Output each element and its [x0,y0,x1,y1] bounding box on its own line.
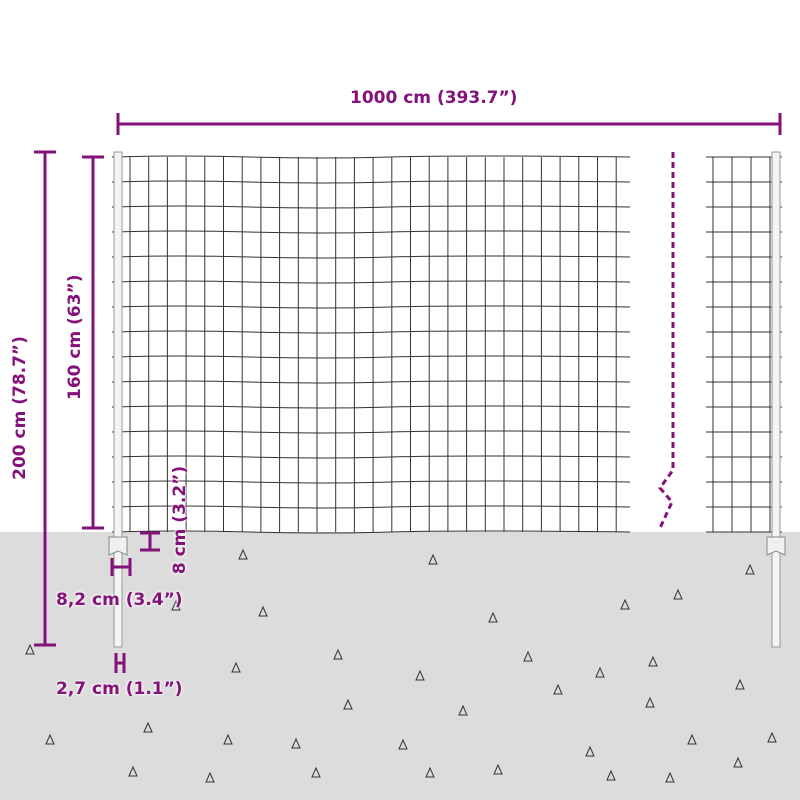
pebble [311,766,321,778]
horizontal-wire [111,330,631,334]
pebble [493,763,503,775]
bracket-width-label: 8,2 cm (3.4”) [56,590,183,610]
pebble [735,678,745,690]
pebble [238,548,248,560]
horizontal-wire [111,530,631,534]
post [113,151,123,648]
pebble [488,611,498,623]
horizontal-wire [111,305,631,309]
pebble [428,553,438,565]
pebble [745,563,755,575]
length-dimension-line [116,113,782,135]
horizontal-wire [111,455,631,459]
pebble [231,661,241,673]
total-height-dimension-line [34,150,56,647]
pebble [523,650,533,662]
horizontal-wire [111,355,631,359]
pebble [343,698,353,710]
pebble [25,643,35,655]
pebble [223,733,233,745]
post-width-dimension-line [114,653,126,673]
pebble [595,666,605,678]
total-height-label: 200 cm (78.7”) [10,336,30,480]
length-label: 1000 cm (393.7”) [350,88,518,108]
pebble [553,683,563,695]
bracket-width-dimension-line [110,558,132,576]
mesh-height-label: 160 cm (63”) [65,274,85,400]
pebble [665,771,675,783]
horizontal-wire [111,230,631,234]
horizontal-wire [111,480,631,484]
pebble [291,737,301,749]
pebble [585,745,595,757]
pebble [415,669,425,681]
horizontal-wire [111,280,631,284]
horizontal-wire [111,380,631,384]
ground-clearance-label: 8 cm (3.2”) [170,465,190,575]
pebble [733,756,743,768]
post [771,151,781,648]
pebble [645,696,655,708]
pebble [45,733,55,745]
pebble [128,765,138,777]
pebble [258,605,268,617]
horizontal-wire [111,180,631,184]
horizontal-wire [111,255,631,259]
pebble [171,599,181,611]
mesh-height-dimension-line [82,155,104,530]
pebble [673,588,683,600]
horizontal-wire [111,405,631,409]
ground [0,532,800,800]
clearance-dimension-line [140,531,160,552]
pebble [767,731,777,743]
ground-bracket [766,536,786,556]
horizontal-wire [111,430,631,434]
pebble [606,769,616,781]
pebble [458,704,468,716]
pebble [398,738,408,750]
pebble [425,766,435,778]
horizontal-wire [111,155,631,159]
break-line [658,152,675,529]
post-width-label: 2,7 cm (1.1”) [56,679,183,699]
pebble [648,655,658,667]
pebble [205,771,215,783]
pebble [620,598,630,610]
horizontal-wire [111,505,631,509]
pebble [143,721,153,733]
pebble [687,733,697,745]
ground-bracket [108,536,128,556]
horizontal-wire [111,205,631,209]
pebble [333,648,343,660]
